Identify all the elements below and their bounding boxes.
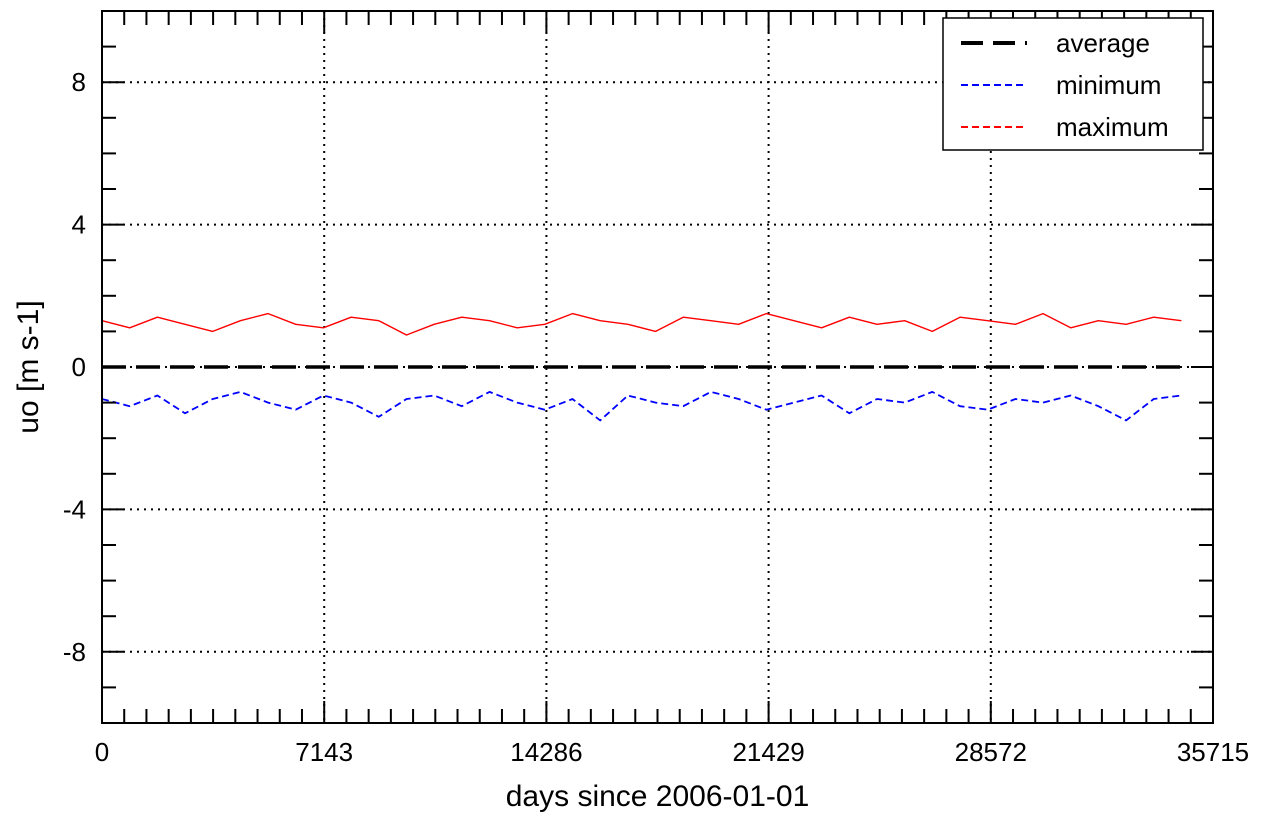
series-line-minimum bbox=[101, 390, 1182, 422]
y-tick-label: -4 bbox=[63, 494, 86, 524]
x-axis-title: days since 2006-01-01 bbox=[506, 780, 810, 813]
x-tick-label: 28572 bbox=[955, 737, 1027, 767]
y-tick-label: 8 bbox=[72, 67, 86, 97]
series-line-maximum bbox=[101, 312, 1182, 336]
y-tick-label: 0 bbox=[72, 352, 86, 382]
legend: average minimum maximum bbox=[942, 17, 1204, 151]
legend-label-maximum: maximum bbox=[1056, 112, 1169, 142]
series-group bbox=[101, 312, 1182, 422]
x-tick-label: 7143 bbox=[295, 737, 353, 767]
legend-label-average: average bbox=[1056, 28, 1150, 58]
x-tick-label: 14286 bbox=[510, 737, 582, 767]
y-axis-title: uo [m s-1] bbox=[12, 300, 45, 433]
x-tick-label: 21429 bbox=[732, 737, 804, 767]
axis-ticks bbox=[101, 10, 1214, 724]
x-tick-label: 35715 bbox=[1177, 737, 1249, 767]
x-tick-label: 0 bbox=[95, 737, 109, 767]
legend-label-minimum: minimum bbox=[1056, 70, 1161, 100]
tick-labels: 0 7143 14286 21429 28572 35715 8 4 0 -4 -8 bbox=[63, 67, 1249, 767]
y-tick-label: 4 bbox=[72, 210, 86, 240]
y-tick-label: -8 bbox=[63, 637, 86, 667]
